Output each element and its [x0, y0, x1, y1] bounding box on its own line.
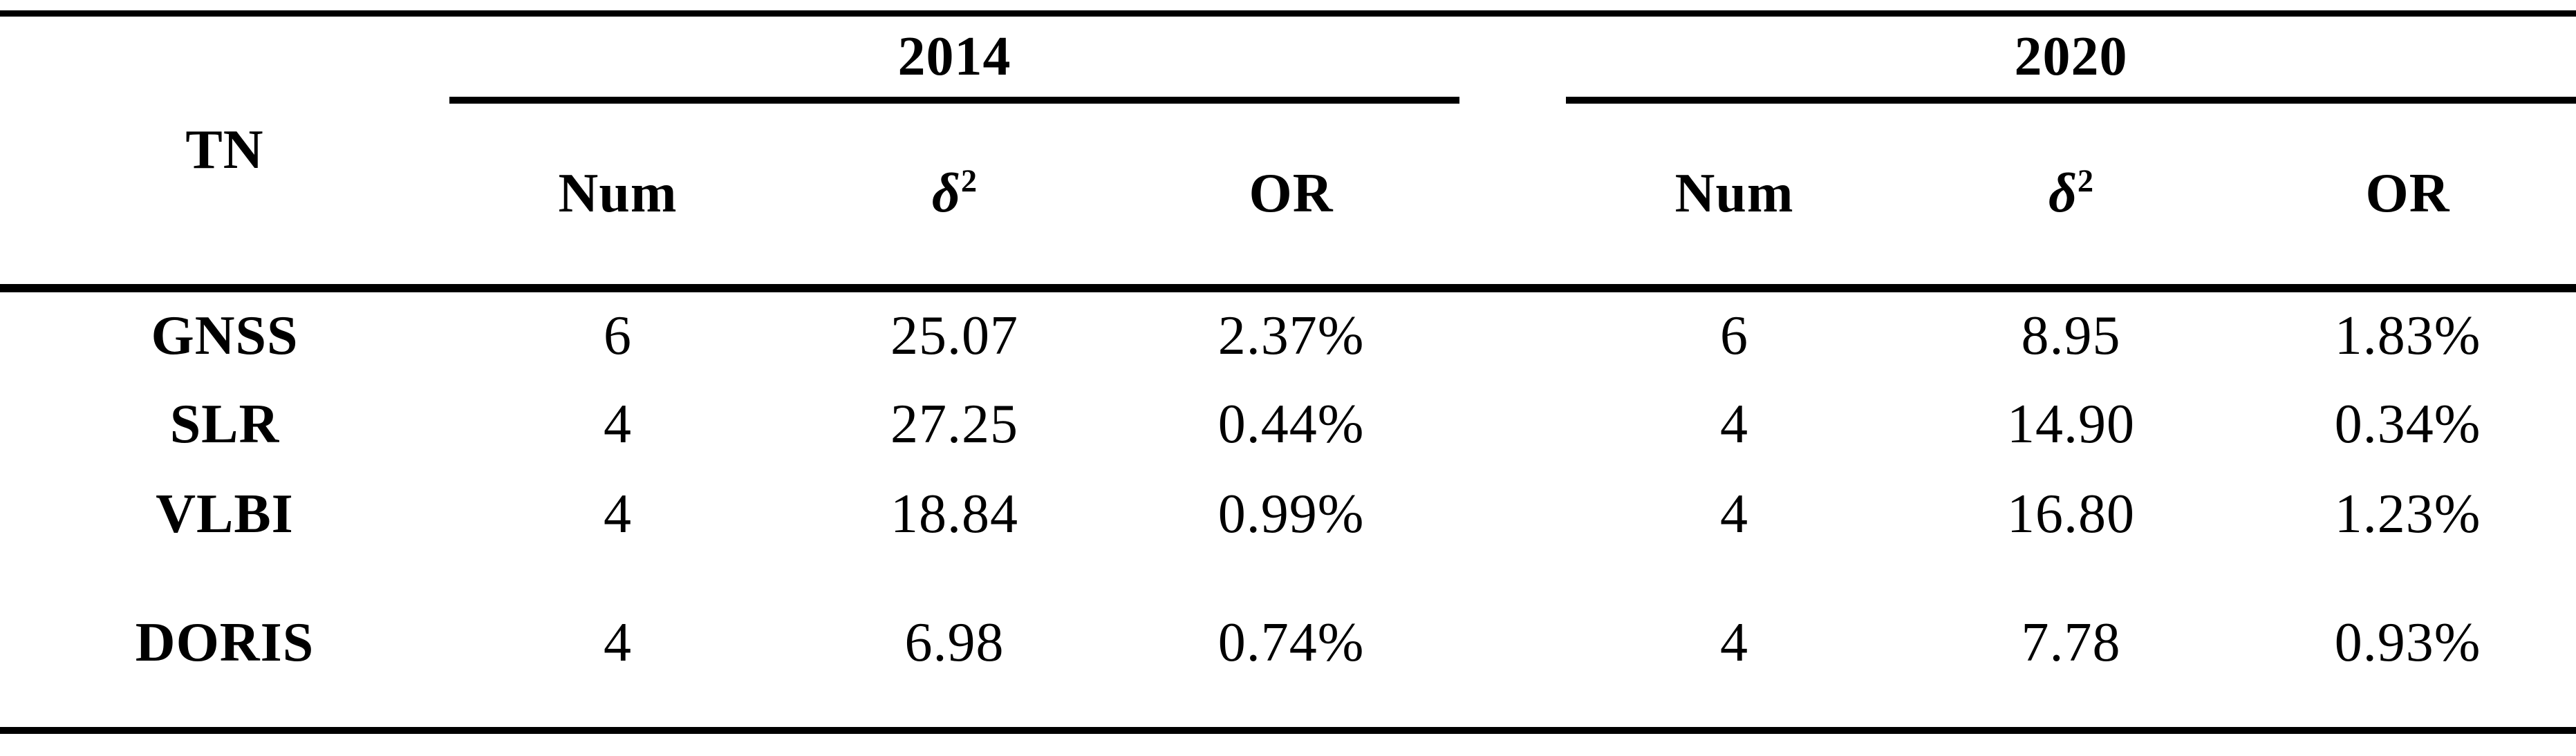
- cell-slr-2020-delta2: 14.90: [2007, 393, 2136, 455]
- table-row-vlbi: VLBI 4 18.84 0.99% 4 16.80 1.23%: [0, 469, 2576, 559]
- group-gap: [1459, 379, 1566, 469]
- cell-gnss-2020-num: 6: [1720, 305, 1749, 366]
- table-row-gnss: GNSS 6 25.07 2.37% 6 8.95 1.83%: [0, 288, 2576, 379]
- row-label-doris: DORIS: [135, 612, 315, 673]
- group-gap: [1459, 559, 1566, 730]
- cell-slr-2014-num: 4: [604, 393, 632, 455]
- column-header-num-2020: Num: [1566, 100, 1903, 292]
- cell-doris-2014-num: 4: [604, 612, 632, 673]
- corner-header-tn: TN: [0, 13, 449, 292]
- delta-symbol: δ: [931, 163, 961, 224]
- group-header-row: TN 2014 2020: [0, 13, 2576, 292]
- cell-vlbi-2020-delta2: 16.80: [2007, 483, 2136, 545]
- or-label: OR: [1249, 163, 1334, 224]
- column-header-delta2-2014: δ2: [786, 100, 1123, 292]
- cell-vlbi-2014-delta2: 18.84: [890, 483, 1018, 545]
- cell-vlbi-2014-or: 0.99%: [1217, 483, 1365, 545]
- group-gap: [1459, 469, 1566, 559]
- sub-header-row: Num δ2 OR Num δ2 OR: [0, 100, 2576, 292]
- group-header-2014: 2014: [449, 13, 1460, 104]
- cell-doris-2020-delta2: 7.78: [2021, 612, 2121, 673]
- num-label: Num: [558, 163, 678, 224]
- column-header-or-2020: OR: [2239, 100, 2576, 292]
- column-header-delta2-2020: δ2: [1903, 100, 2240, 292]
- group-gap: [1459, 14, 1566, 100]
- cell-vlbi-2014-num: 4: [604, 483, 632, 545]
- delta-symbol: δ: [2048, 163, 2078, 224]
- cell-doris-2020-or: 0.93%: [2334, 612, 2481, 673]
- cell-gnss-2020-delta2: 8.95: [2021, 305, 2121, 366]
- table-row-doris: DORIS 4 6.98 0.74% 4 7.78 0.93%: [0, 559, 2576, 730]
- cell-slr-2014-or: 0.44%: [1217, 393, 1365, 455]
- cell-gnss-2014-or: 2.37%: [1217, 305, 1365, 366]
- group-gap: [1459, 288, 1566, 379]
- column-header-num-2014: Num: [449, 100, 786, 292]
- row-label-slr: SLR: [169, 393, 280, 455]
- num-label: Num: [1674, 163, 1794, 224]
- group-header-2020: 2020: [1566, 13, 2576, 104]
- cell-slr-2020-num: 4: [1720, 393, 1749, 455]
- table-row-slr: SLR 4 27.25 0.44% 4 14.90 0.34%: [0, 379, 2576, 469]
- cell-slr-2020-or: 0.34%: [2334, 393, 2481, 455]
- group-gap: [1459, 100, 1567, 292]
- results-table: TN 2014 2020 Num δ2 OR Num δ2 OR: [0, 10, 2576, 734]
- row-label-vlbi: VLBI: [156, 483, 294, 545]
- column-header-or-2014: OR: [1123, 100, 1460, 292]
- delta-exponent: 2: [960, 164, 978, 200]
- cell-doris-2014-delta2: 6.98: [904, 612, 1005, 673]
- delta-exponent: 2: [2077, 164, 2094, 200]
- row-label-gnss: GNSS: [151, 305, 299, 366]
- or-label: OR: [2365, 163, 2450, 224]
- cell-vlbi-2020-or: 1.23%: [2334, 483, 2481, 545]
- cell-doris-2014-or: 0.74%: [1217, 612, 1365, 673]
- cell-gnss-2014-num: 6: [604, 305, 632, 366]
- cell-gnss-2014-delta2: 25.07: [890, 305, 1018, 366]
- cell-doris-2020-num: 4: [1720, 612, 1749, 673]
- cell-slr-2014-delta2: 27.25: [890, 393, 1018, 455]
- cell-gnss-2020-or: 1.83%: [2334, 305, 2481, 366]
- cell-vlbi-2020-num: 4: [1720, 483, 1749, 545]
